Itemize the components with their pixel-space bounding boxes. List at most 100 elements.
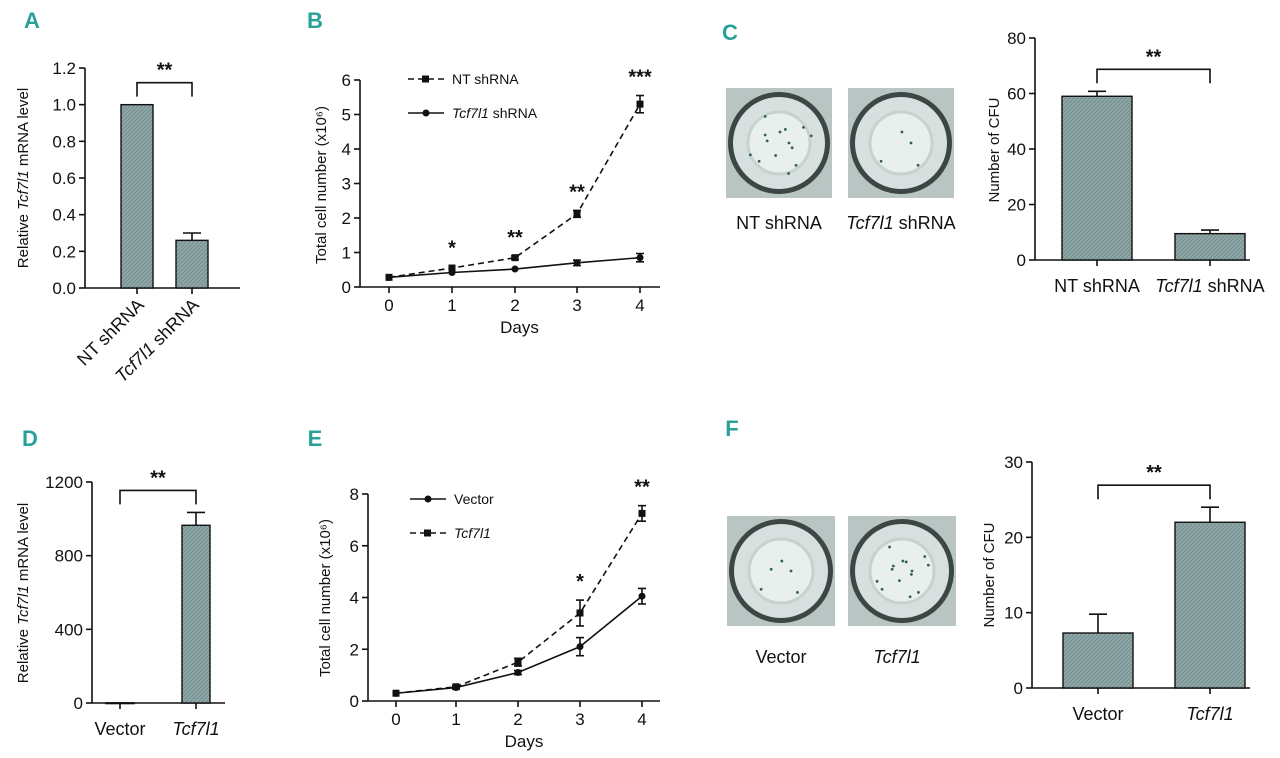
colony-dot: [802, 126, 805, 129]
panel-letter: C: [722, 20, 738, 45]
panel-letter: D: [22, 426, 38, 451]
data-point-square: [448, 264, 456, 272]
y-axis-label: Total cell number (x10⁶): [313, 106, 330, 264]
x-tick-label: 4: [635, 296, 644, 315]
colony-dot: [901, 559, 905, 563]
data-point-square: [636, 100, 644, 108]
colony-dot: [774, 154, 778, 157]
significance-bracket: [1096, 68, 1211, 84]
significance-bracket: [136, 81, 193, 97]
x-tick-label: 1: [451, 710, 460, 729]
colony-dot: [769, 567, 773, 571]
photo-label: Vector: [755, 647, 806, 667]
significance-label: **: [1146, 462, 1162, 484]
x-tick-label: 2: [513, 710, 522, 729]
y-tick-label: 0.6: [52, 169, 76, 188]
colony-dot: [783, 128, 787, 131]
y-tick-label: 10: [1004, 604, 1023, 623]
y-tick-label: 0.8: [52, 132, 76, 151]
y-tick-label: 0: [74, 694, 83, 713]
y-tick-label: 400: [55, 620, 83, 639]
bar: [1174, 521, 1246, 689]
data-point-square: [511, 254, 519, 262]
plate-center: [746, 110, 812, 176]
plate-center: [868, 537, 936, 605]
panel-F: F 0 10 20 30 Number of CFU Vector Tcf7l1 ** Vecto…: [725, 416, 1250, 724]
photo-label: Tcf7l1 shRNA: [846, 213, 955, 233]
colony-dot: [926, 563, 930, 567]
y-axis-label: Number of CFU: [981, 522, 998, 627]
colony-dot: [908, 595, 912, 599]
y-axis-label: Total cell number (x10⁶): [317, 519, 334, 677]
panel-A: A 0.0 0.2 0.4 0.6 0.8 1.0 1.2 Relative Tcf7l1 mR…: [15, 8, 240, 386]
colony-dot: [789, 569, 793, 573]
data-point-circle: [573, 259, 581, 267]
y-tick-label: 2: [350, 640, 359, 659]
y-tick-label: 1.0: [52, 96, 76, 115]
colony-dot: [748, 153, 752, 157]
photo-label-italic: Tcf7l1: [873, 647, 920, 667]
colony-dot: [916, 163, 920, 167]
y-tick-label: 0: [1014, 679, 1023, 698]
x-tick-label: 0: [391, 710, 400, 729]
colony-dot: [794, 163, 798, 167]
colony-dot: [879, 159, 883, 163]
legend-label-italic: Tcf7l1: [454, 525, 491, 541]
y-axis-label: Relative Tcf7l1 mRNA level: [15, 88, 32, 268]
y-tick-label: 800: [55, 547, 83, 566]
colony-plate-photo: [727, 516, 835, 626]
y-tick-label: 0: [342, 278, 351, 297]
colony-dot: [757, 159, 761, 163]
colony-dot: [923, 555, 927, 558]
x-tick-label: 1: [447, 296, 456, 315]
y-tick-label: 5: [342, 106, 351, 125]
series-line: [395, 512, 643, 695]
y-tick-label: 30: [1004, 453, 1023, 472]
legend-label-text: NT shRNA: [452, 71, 519, 87]
legend-label-italic: Tcf7l1: [452, 105, 489, 121]
y-tick-label: 3: [342, 175, 351, 194]
panel-C: C 0 20 40 60 80 Number of CFU NT shRNA Tcf7l1 sh…: [722, 20, 1265, 296]
y-tick-label: 0: [1017, 251, 1026, 270]
category-label-text: shRNA: [1203, 276, 1265, 296]
colony-plate-photo: [848, 88, 954, 198]
y-tick-label: 80: [1007, 29, 1026, 48]
bar: [175, 239, 209, 289]
significance-label: **: [150, 467, 166, 489]
significance-label: **: [634, 477, 650, 499]
colony-plate-photo: [726, 88, 832, 198]
y-axis-label: Relative Tcf7l1 mRNA level: [15, 503, 32, 683]
legend-label-text: Vector: [454, 491, 494, 507]
legend-marker: [424, 529, 431, 537]
data-point-circle: [448, 269, 456, 277]
bar: [1061, 95, 1133, 261]
y-tick-label: 40: [1007, 140, 1026, 159]
significance-label: **: [1146, 46, 1162, 68]
plate-center: [868, 110, 934, 176]
colony-dot: [910, 569, 914, 573]
data-point-square: [514, 658, 522, 666]
colony-dot: [809, 134, 813, 138]
y-axis-label-text: mRNA level: [15, 88, 32, 171]
x-axis-label: Days: [505, 732, 544, 751]
category-label: Tcf7l1: [1186, 704, 1233, 724]
significance-bracket: [119, 489, 197, 505]
colony-dot: [917, 591, 920, 594]
series-line: [388, 103, 641, 279]
bar: [120, 103, 154, 289]
y-tick-label: 1.2: [52, 59, 76, 78]
y-tick-label: 0.4: [52, 206, 76, 225]
photo-label-text: Vector: [755, 647, 806, 667]
x-axis-label: Days: [500, 318, 539, 337]
colony-dot: [778, 130, 782, 134]
colony-dot: [765, 139, 769, 143]
colony-plate-photo: [848, 516, 956, 626]
data-point-square: [573, 210, 581, 218]
colony-dot: [904, 560, 908, 564]
y-tick-label: 1200: [45, 473, 83, 492]
category-label-italic: Tcf7l1: [172, 719, 219, 739]
x-tick-label: 0: [384, 296, 393, 315]
colony-dot: [898, 579, 901, 583]
y-tick-label: 60: [1007, 85, 1026, 104]
